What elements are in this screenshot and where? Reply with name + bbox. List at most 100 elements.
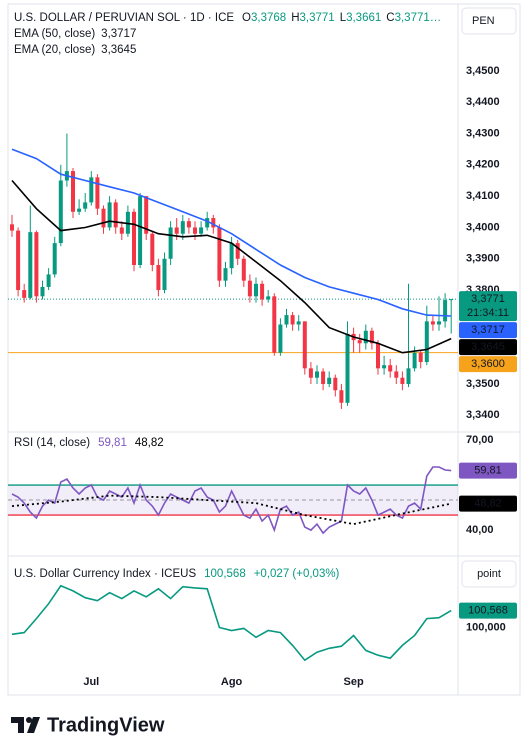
candle-body [95, 177, 100, 209]
price-badge-label: 59,81 [474, 465, 502, 477]
candle-body [412, 352, 417, 369]
candle-body [186, 221, 191, 228]
currency-button[interactable]: PEN [461, 7, 517, 35]
logo-mark[interactable] [11, 717, 24, 723]
button-box[interactable] [461, 7, 517, 35]
candle-body [290, 315, 295, 325]
y-tick-label: 3,4100 [466, 190, 500, 202]
candle-body [369, 330, 374, 344]
series-line [11, 466, 452, 535]
candle-body [138, 196, 143, 266]
candle-body [339, 390, 344, 403]
candle-body [260, 283, 265, 300]
x-tick-label: Ago [221, 676, 243, 688]
legend: U.S. Dollar Currency Index · ICEUS 100,56… [14, 568, 340, 580]
candle-body [113, 202, 118, 228]
series-name: EMA (20, close) [14, 44, 95, 56]
candle-body [296, 321, 301, 325]
ohlc-value: 3,3661 [346, 12, 381, 24]
y-tick-label: 3,4500 [466, 65, 500, 77]
series-line [11, 148, 452, 317]
x-tick-label: Jul [83, 676, 99, 688]
ohlc-value: 3,3771 [300, 12, 335, 24]
price-badge-label: 21:34:11 [467, 307, 509, 319]
candle-body [89, 177, 94, 203]
ohlc-key: O [242, 12, 251, 24]
candle-body [22, 290, 27, 298]
change-value: +0,027 (+0,03%) [254, 568, 340, 580]
price-badge [459, 462, 517, 479]
ohlc-value: 3,3768 [251, 12, 286, 24]
candle-body [119, 227, 124, 234]
candle-body [71, 171, 75, 212]
candle-body [101, 208, 106, 228]
candle-body [394, 371, 399, 378]
candle-body [217, 227, 222, 281]
legend: U.S. DOLLAR / PERUVIAN SOL · 1D · ICE O3,… [14, 12, 441, 24]
candle-body [162, 258, 167, 291]
candle-body [327, 377, 332, 384]
y-tick-label: 3,4400 [466, 96, 500, 108]
candle-body [424, 321, 429, 363]
y-tick-label: 70,00 [466, 434, 494, 446]
currency-label[interactable]: PEN [472, 15, 495, 27]
candle-body [223, 268, 228, 281]
candle-body [437, 321, 441, 325]
candle-body [52, 243, 57, 275]
candle-body [156, 265, 161, 291]
candle-body [46, 274, 51, 287]
series-value: 3,3717 [101, 28, 136, 40]
candle-body [443, 300, 448, 322]
candle-body [10, 224, 14, 231]
ohlc-key: L [340, 12, 347, 24]
ohlc-value: 3,3771… [395, 12, 442, 24]
ohlc-key: C [386, 12, 394, 24]
y-tick-label: 3,4300 [466, 127, 500, 139]
candle-body [77, 208, 82, 212]
series-name: EMA (50, close) [14, 28, 95, 40]
candle-body [205, 218, 210, 228]
price-badge-label: 3,3717 [471, 324, 505, 336]
candle-body [363, 330, 368, 344]
y-tick-label: 3,3500 [466, 378, 500, 390]
series-line [11, 494, 452, 526]
unit-button[interactable]: point [461, 560, 517, 588]
candle-body [266, 296, 271, 300]
series-value: 59,81 [98, 437, 127, 449]
y-tick-label: 3,3400 [466, 409, 500, 421]
candle-body [449, 299, 454, 301]
candle-body [388, 365, 393, 372]
candle-body [315, 371, 319, 378]
candle-body [406, 368, 411, 384]
candle-body [382, 365, 387, 369]
brand-name[interactable]: TradingView [47, 714, 165, 736]
price-badge [459, 291, 517, 322]
button-box[interactable] [461, 560, 517, 588]
logo-mark[interactable] [27, 717, 40, 733]
y-tick-label: 3,3900 [466, 253, 500, 265]
candle-body [278, 324, 283, 353]
candle-body [345, 333, 350, 403]
candle-body [144, 196, 149, 234]
candle-body [247, 280, 252, 297]
candle-body [107, 202, 112, 228]
price-badge [459, 339, 517, 356]
candle-body [357, 340, 362, 344]
logo[interactable]: TradingView [11, 714, 165, 736]
price-badge [459, 602, 517, 619]
candle-body [28, 232, 33, 298]
candle-body [16, 230, 21, 291]
chart-frame [7, 3, 521, 696]
logo-mark[interactable] [18, 717, 24, 733]
price-badge-label: 48,82 [474, 498, 502, 510]
price-badge [459, 322, 517, 339]
candle-body [241, 258, 246, 281]
series-value: 48,82 [135, 437, 164, 449]
logo-mark[interactable] [26, 717, 32, 723]
series-value: 3,3645 [101, 44, 136, 56]
candle-body [235, 243, 240, 259]
unit-label[interactable]: point [477, 568, 501, 580]
candle-body [229, 243, 234, 269]
series-line [11, 584, 452, 662]
